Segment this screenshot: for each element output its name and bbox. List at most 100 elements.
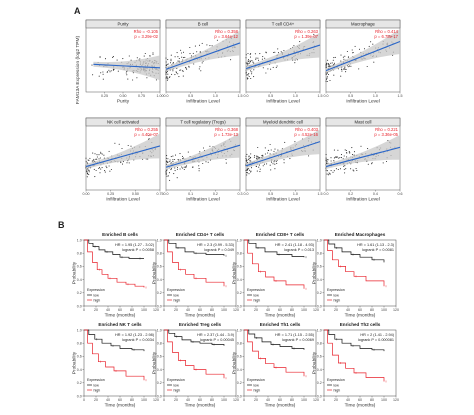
y-tick-label: 0.4 xyxy=(77,278,82,282)
data-point xyxy=(88,173,90,176)
data-point xyxy=(172,70,174,72)
data-point xyxy=(166,71,169,73)
data-point xyxy=(148,135,150,137)
survival-curve-high xyxy=(244,239,305,289)
data-point xyxy=(257,146,259,149)
data-point xyxy=(274,51,276,53)
data-point xyxy=(332,59,334,61)
data-point xyxy=(325,78,328,80)
x-tick-label: 20 xyxy=(94,398,98,402)
data-point xyxy=(274,163,276,165)
data-point xyxy=(127,144,129,147)
panel-title: Enriched Th1 cells xyxy=(260,322,301,327)
data-point xyxy=(346,156,348,158)
legend-label-high: high xyxy=(174,298,181,302)
data-point xyxy=(170,58,172,60)
panel-title: Enriched Treg cells xyxy=(179,322,222,327)
data-point xyxy=(255,157,258,159)
data-point xyxy=(165,157,168,159)
data-point xyxy=(202,162,204,165)
data-point xyxy=(98,75,100,77)
data-point xyxy=(98,167,100,169)
data-point xyxy=(273,51,275,54)
data-point xyxy=(333,74,335,76)
data-point xyxy=(167,158,169,160)
plot-frame xyxy=(163,329,237,397)
data-point xyxy=(184,56,186,58)
data-point xyxy=(128,162,130,164)
data-point xyxy=(345,71,347,73)
data-point xyxy=(182,75,184,77)
hazard-ratio-label: HR = 2.41 (1.18 - 4.93) xyxy=(275,243,315,247)
survival-panel: Enriched Treg cells 0.0 0.2 0.4 0.6 0.8 1.0 0 20… xyxy=(152,322,240,409)
data-point xyxy=(168,76,170,78)
data-point xyxy=(93,168,95,170)
data-point xyxy=(110,168,112,171)
data-point xyxy=(106,71,108,73)
data-point xyxy=(250,170,252,172)
data-point xyxy=(245,62,247,64)
y-tick-label: 0.0 xyxy=(237,304,242,308)
data-point xyxy=(167,63,169,65)
data-point xyxy=(169,159,171,161)
survival-panel: Enriched CD4+ T cells 0.0 0.2 0.4 0.6 0.8 1.0 0… xyxy=(152,232,240,319)
data-point xyxy=(181,166,183,168)
x-tick-label: 60 xyxy=(198,308,202,312)
data-point xyxy=(283,49,285,52)
x-axis-label: Time (months) xyxy=(345,403,376,409)
data-point xyxy=(345,149,347,152)
data-point xyxy=(351,49,353,51)
x-tick-label: 0 xyxy=(243,308,245,312)
y-axis-label: Probability xyxy=(232,261,238,284)
y-tick-label: 0.8 xyxy=(317,252,322,256)
x-tick-label: 0.0 xyxy=(164,192,169,196)
data-point xyxy=(327,159,329,161)
data-point xyxy=(334,56,336,58)
x-tick-label: 1.0 xyxy=(293,94,298,98)
y-tick-label: 0.0 xyxy=(317,394,322,398)
y-tick-label: 0.6 xyxy=(317,265,322,269)
data-point xyxy=(264,147,266,149)
data-point xyxy=(170,54,172,56)
data-point xyxy=(95,169,97,172)
plot-frame xyxy=(83,329,157,397)
x-tick-label: 0.5 xyxy=(268,94,273,98)
legend-title: Expression xyxy=(327,288,345,292)
data-point xyxy=(100,152,102,154)
data-point xyxy=(325,158,327,160)
data-point xyxy=(248,159,250,161)
y-tick-label: 0.4 xyxy=(77,368,82,372)
data-point xyxy=(352,169,354,171)
data-point xyxy=(183,168,185,171)
data-point xyxy=(177,56,179,58)
data-point xyxy=(85,157,87,159)
data-point xyxy=(344,68,346,70)
logrank-label: logrank P = 0.0081 xyxy=(362,248,394,252)
data-point xyxy=(294,141,296,143)
x-tick-label: 0.0 xyxy=(324,192,329,196)
y-tick-label: 0.2 xyxy=(77,381,82,385)
data-point xyxy=(352,52,354,54)
data-point xyxy=(196,51,198,53)
survival-curve-low xyxy=(244,239,305,258)
data-point xyxy=(130,59,132,61)
data-point xyxy=(333,170,335,172)
data-point xyxy=(126,74,128,76)
strip-header xyxy=(85,19,161,29)
data-point xyxy=(350,65,352,67)
x-axis-label: Infiltration Level xyxy=(266,99,300,105)
data-point xyxy=(245,57,247,59)
data-point xyxy=(92,74,94,76)
x-tick-label: 0.5 xyxy=(268,192,273,196)
x-tick-label: 0.2 xyxy=(348,192,353,196)
rho-label: Rho = 0.403 xyxy=(295,127,319,132)
data-point xyxy=(255,57,257,59)
y-tick-label: 1.0 xyxy=(317,238,322,242)
panel-title: Enriched B cells xyxy=(102,232,138,237)
data-point xyxy=(165,172,167,174)
x-tick-label: 20 xyxy=(94,308,98,312)
data-point xyxy=(343,165,345,167)
x-tick-label: 1.0 xyxy=(213,94,218,98)
data-point xyxy=(198,168,200,170)
